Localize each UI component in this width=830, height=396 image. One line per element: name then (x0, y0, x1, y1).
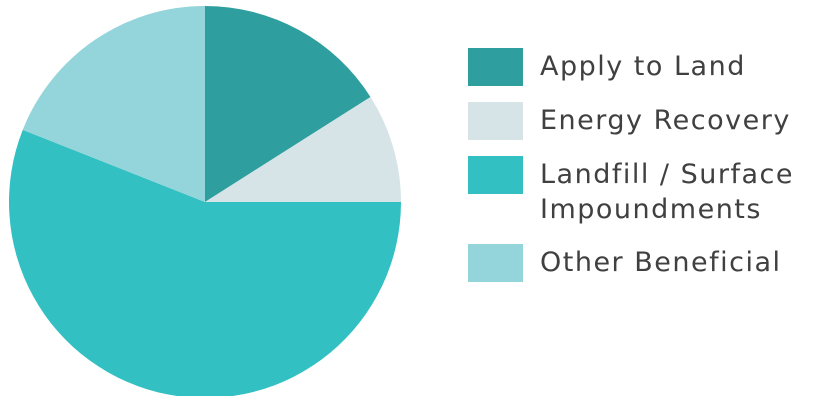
legend-item-energy-recovery: Energy Recovery (468, 102, 823, 140)
pie-slices (9, 6, 401, 396)
legend-swatch-energy-recovery (468, 102, 523, 140)
legend-item-apply-to-land: Apply to Land (468, 48, 823, 86)
legend-label-other-beneficial: Other Beneficial (540, 247, 782, 278)
pie-slice-energy-recovery (205, 96, 401, 202)
legend-swatch-landfill-surface-impoundments (468, 156, 523, 194)
legend-label-energy-recovery: Energy Recovery (540, 105, 791, 136)
legend-label-landfill-surface-impoundments: Landfill / Surface Impoundments (540, 159, 794, 225)
legend-item-landfill-surface-impoundments: Landfill / Surface Impoundments (468, 156, 823, 230)
legend-swatch-other-beneficial (468, 244, 523, 282)
pie-slice-landfill-surface-impoundments (9, 129, 401, 396)
pie-slice-other-beneficial (22, 6, 206, 202)
pie-slice-apply-to-land (205, 6, 371, 202)
legend-item-other-beneficial: Other Beneficial (468, 244, 823, 282)
legend-label-apply-to-land: Apply to Land (540, 51, 746, 82)
legend-swatch-apply-to-land (468, 48, 523, 86)
legend: Apply to Land Energy Recovery Landfill /… (468, 48, 823, 298)
pie-plot (9, 6, 401, 396)
